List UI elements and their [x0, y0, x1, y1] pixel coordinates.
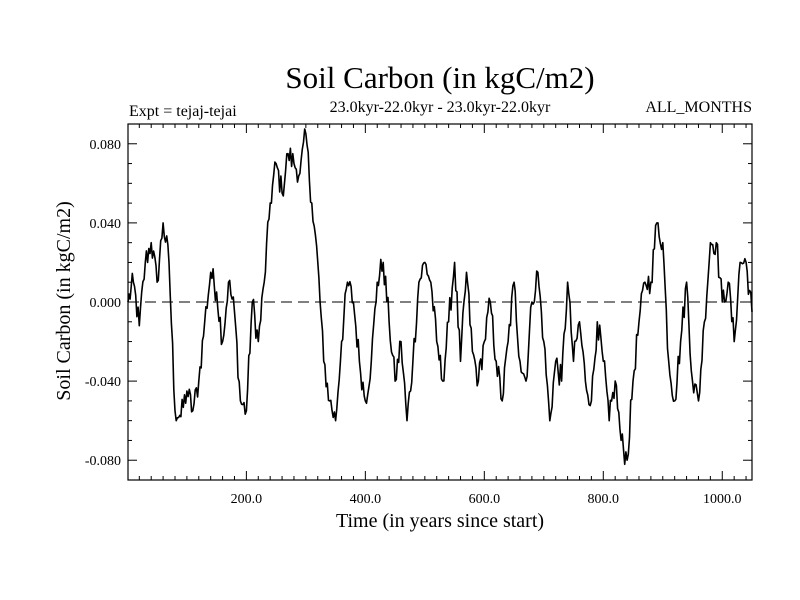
- x-tick-label: 1000.0: [703, 492, 742, 507]
- y-tick-label: -0.080: [85, 454, 121, 469]
- months-label: ALL_MONTHS: [645, 99, 752, 116]
- plot-frame: [127, 123, 753, 481]
- x-tick-label: 200.0: [231, 492, 263, 507]
- x-tick-label: 600.0: [469, 492, 501, 507]
- chart-title: Soil Carbon (in kgC/m2): [285, 60, 595, 95]
- chart-subtitle: 23.0kyr-22.0kyr - 23.0kyr-22.0kyr: [329, 99, 551, 116]
- x-axis-label: Time (in years since start): [335, 510, 545, 532]
- y-tick-label: 0.040: [90, 217, 122, 232]
- y-tick-label: -0.040: [85, 375, 121, 390]
- soil-carbon-series-line: [127, 128, 753, 466]
- y-axis-label: Soil Carbon (in kgC/m2): [53, 201, 75, 400]
- y-tick-label: 0.080: [90, 138, 122, 153]
- x-tick-label: 800.0: [588, 492, 620, 507]
- y-tick-label: 0.000: [90, 296, 122, 311]
- experiment-label: Expt = tejaj-tejai: [129, 103, 237, 120]
- x-tick-label: 400.0: [350, 492, 382, 507]
